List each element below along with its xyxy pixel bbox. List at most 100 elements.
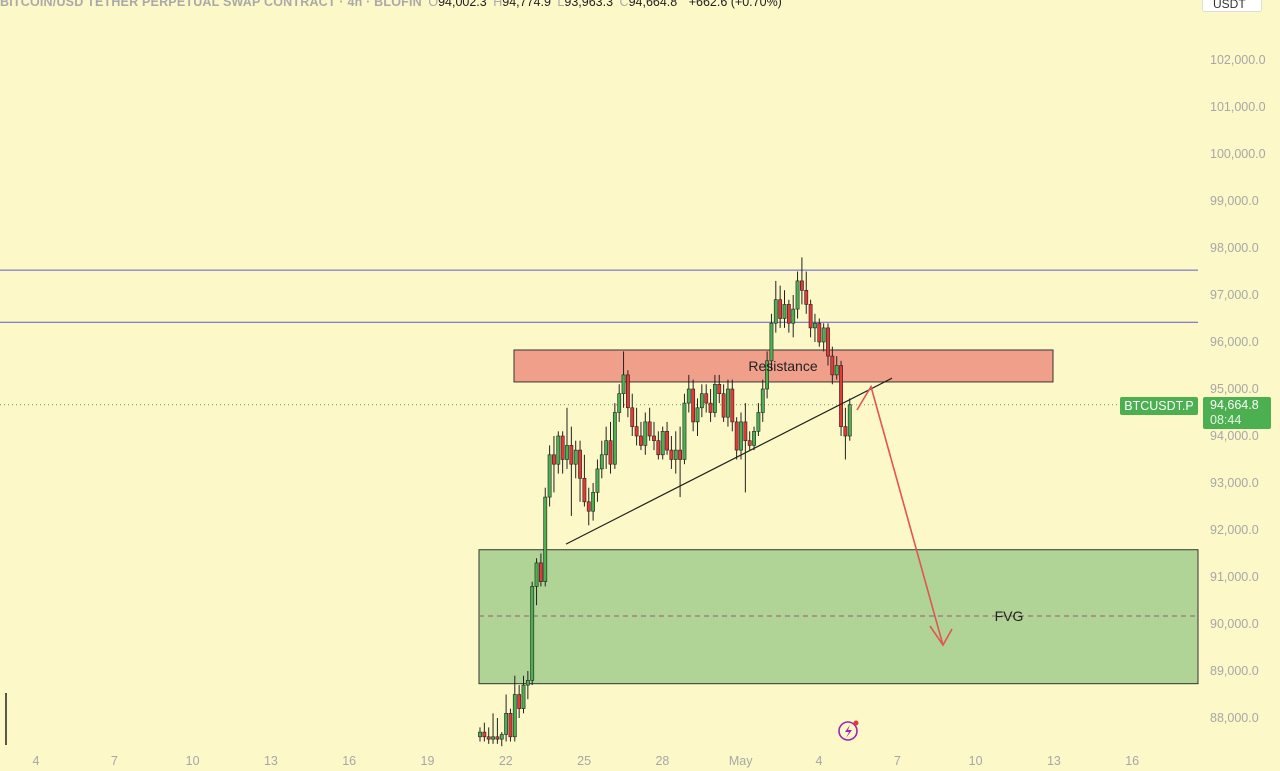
candle — [495, 718, 500, 744]
candle-body — [617, 393, 622, 413]
horizontal-lines-layer — [0, 269, 1198, 406]
time-tick-label: 13 — [264, 754, 278, 768]
candle — [691, 379, 696, 432]
candle — [660, 426, 665, 460]
high-value: 94,774.9 — [502, 0, 551, 9]
last-price-value: 94,664.8 — [1210, 398, 1259, 412]
candle — [678, 426, 683, 498]
candle — [578, 440, 582, 502]
candle — [843, 407, 848, 460]
price-tick-label: 100,000.0 — [1210, 147, 1266, 161]
candle — [813, 313, 817, 342]
candle — [839, 360, 843, 436]
candle-body — [686, 388, 691, 404]
candle-body — [630, 407, 635, 427]
candle-body — [721, 393, 726, 418]
misc-layer — [5, 693, 859, 745]
candle — [782, 290, 787, 328]
time-axis[interactable]: 4 7 10 13 16 19 22 25 28 May 4 7 10 13 16 — [33, 754, 1140, 768]
candle — [595, 459, 600, 502]
candle — [556, 431, 561, 474]
candle-body — [673, 449, 678, 460]
candle-body — [569, 445, 574, 465]
candle — [834, 356, 839, 380]
candle — [817, 318, 822, 347]
candle — [826, 323, 830, 366]
currency-button[interactable]: USDT — [1202, 0, 1262, 12]
candle-body — [582, 477, 587, 503]
candle — [721, 384, 726, 422]
candle — [778, 285, 783, 328]
open-label: O — [428, 0, 439, 9]
candle-body — [508, 712, 513, 738]
price-tick-label: 96,000.0 — [1210, 335, 1259, 349]
candle-body — [586, 501, 591, 512]
candle-body — [591, 492, 596, 512]
candle-body — [804, 289, 809, 305]
candle-body — [530, 586, 535, 681]
candle-body — [665, 430, 669, 451]
candle-body — [560, 435, 565, 460]
candle — [704, 384, 709, 413]
candle — [752, 426, 756, 451]
candle-body — [769, 322, 774, 362]
candle-body — [660, 430, 665, 456]
candle — [652, 421, 656, 451]
candle — [682, 393, 687, 465]
candle — [669, 436, 674, 469]
close-value: 94,664.8 — [628, 0, 678, 9]
candle — [538, 553, 543, 587]
candle-body — [730, 388, 735, 423]
candle — [665, 421, 669, 455]
candle-body — [691, 388, 696, 423]
candle-body — [595, 468, 600, 493]
fvg-zone — [478, 549, 1199, 685]
time-tick-label: 16 — [1125, 754, 1139, 768]
candle-body — [504, 712, 509, 735]
candle — [525, 671, 530, 700]
candle — [486, 727, 491, 744]
candle — [739, 412, 743, 460]
candle — [734, 417, 739, 460]
time-tick-label: 22 — [499, 754, 513, 768]
candle-body — [799, 280, 804, 291]
candle — [512, 675, 517, 742]
candle-countdown: 08:44 — [1210, 413, 1242, 427]
candle — [712, 374, 717, 418]
candle-body — [482, 731, 487, 738]
candle-body — [547, 454, 552, 498]
candle — [508, 708, 513, 742]
time-tick-label: 19 — [421, 754, 435, 768]
symbol-price-tag: BTCUSDT.P — [1120, 397, 1198, 415]
time-tick-label: 4 — [33, 754, 40, 768]
candle-body — [495, 736, 500, 740]
projection-arrowhead — [929, 625, 953, 647]
candle-body — [782, 304, 787, 319]
low-label: L — [557, 0, 565, 9]
candle — [547, 445, 552, 507]
candle — [695, 398, 700, 436]
candle — [795, 271, 800, 319]
candle-body — [760, 388, 765, 413]
candle-body — [573, 449, 578, 465]
candle — [756, 403, 761, 436]
candle — [634, 407, 639, 446]
candle — [769, 313, 774, 371]
candle — [599, 440, 604, 479]
price-tick-label: 101,000.0 — [1210, 100, 1266, 114]
candle-body — [695, 407, 700, 423]
candle-body — [752, 430, 756, 446]
resistance-label: Resistance — [748, 358, 817, 374]
time-tick-label: May — [729, 754, 753, 768]
candle — [565, 407, 569, 469]
lightning-icon-bolt — [845, 725, 852, 738]
candle — [760, 379, 765, 422]
price-axis[interactable]: 102,000.0 101,000.0 100,000.0 99,000.0 98,00… — [1210, 53, 1266, 725]
price-tick-label: 91,000.0 — [1210, 570, 1259, 584]
price-tick-label: 93,000.0 — [1210, 476, 1259, 490]
candle — [499, 732, 504, 747]
candle-body — [817, 322, 822, 343]
time-tick-label: 25 — [577, 754, 591, 768]
candle-body — [826, 327, 830, 357]
